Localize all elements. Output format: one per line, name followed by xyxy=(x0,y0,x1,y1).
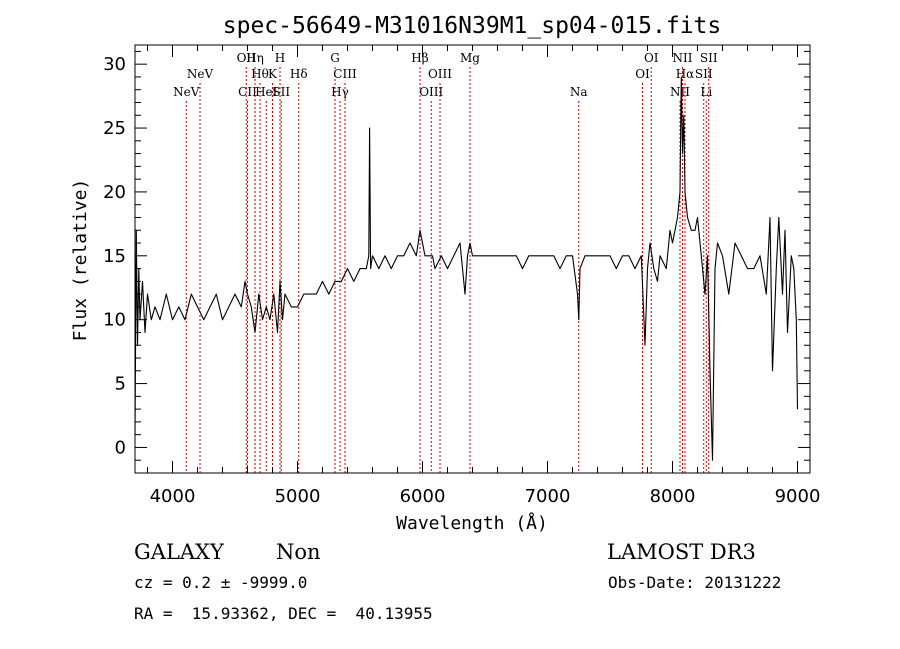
x-tick-label: 8000 xyxy=(650,486,696,507)
line-marker-label: Hα xyxy=(676,67,695,81)
x-axis: 4000 5000 6000 7000 8000 9000 xyxy=(147,45,821,507)
line-marker-label: Hη xyxy=(246,51,264,65)
line-marker-label: Na xyxy=(570,85,588,99)
line-marker-label: OII xyxy=(237,51,257,65)
object-class: GALAXY xyxy=(134,540,225,564)
line-marker-label: Hθ xyxy=(251,67,269,81)
x-tick-label: 9000 xyxy=(775,486,821,507)
line-marker-label: G xyxy=(330,51,340,65)
y-tick-label: 25 xyxy=(103,118,126,139)
survey-name: LAMOST DR3 xyxy=(607,540,756,564)
line-marker-label: CIII xyxy=(333,67,357,81)
y-axis: 0 5 10 15 20 25 30 xyxy=(103,50,810,461)
y-tick-label: 15 xyxy=(103,246,126,267)
chart-title: spec-56649-M31016N39M1_sp04-015.fits xyxy=(223,13,722,39)
line-marker-label: H xyxy=(275,51,285,65)
line-marker-label: OIII xyxy=(428,67,452,81)
y-tick-label: 0 xyxy=(115,437,126,458)
line-marker-label: K xyxy=(268,67,278,81)
object-subclass: Non xyxy=(276,540,321,564)
x-tick-label: 5000 xyxy=(275,486,321,507)
y-tick-label: 10 xyxy=(103,310,126,331)
x-tick-label: 4000 xyxy=(150,486,196,507)
x-axis-label: Wavelength (Å) xyxy=(396,512,548,534)
y-tick-label: 20 xyxy=(103,182,126,203)
cz-value: cz = 0.2 ± -9999.0 xyxy=(134,573,307,592)
y-axis-label: Flux (relative) xyxy=(70,179,91,342)
x-tick-label: 6000 xyxy=(400,486,446,507)
line-marker-label: CII xyxy=(238,85,257,99)
line-markers: NeVNeVOIICIIHηHθHeIKHSIIHδGHγCIIIHβOIIIO… xyxy=(173,51,718,473)
spectrum-line xyxy=(134,76,799,461)
x-tick-label: 7000 xyxy=(525,486,571,507)
y-tick-label: 5 xyxy=(115,374,126,395)
line-marker-label: Li xyxy=(700,85,712,99)
line-marker-label: NeV xyxy=(173,85,200,99)
line-marker-label: Mg xyxy=(460,51,480,65)
line-marker-label: Hγ xyxy=(331,85,349,99)
line-marker-label: NeV xyxy=(187,67,214,81)
line-marker-label: NII xyxy=(670,85,690,99)
line-marker-label: SII xyxy=(695,67,713,81)
obs-date: Obs-Date: 20131222 xyxy=(608,573,781,592)
line-marker-label: SII xyxy=(272,85,290,99)
line-marker-label: OI xyxy=(644,51,659,65)
line-marker-label: OIII xyxy=(419,85,443,99)
y-tick-label: 30 xyxy=(103,54,126,75)
line-marker-label: OI xyxy=(635,67,650,81)
ra-dec: RA = 15.93362, DEC = 40.13955 xyxy=(134,604,433,623)
line-marker-label: Hβ xyxy=(411,51,428,65)
line-marker-label: SII xyxy=(700,51,718,65)
line-marker-label: NII xyxy=(673,51,693,65)
line-marker-label: Hδ xyxy=(290,67,308,81)
